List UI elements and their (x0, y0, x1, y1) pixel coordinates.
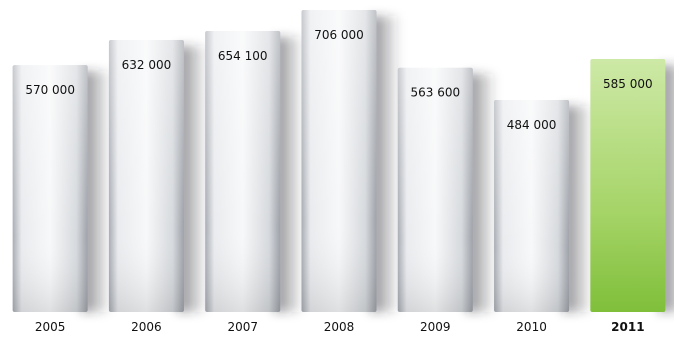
category-label-2011: 2011 (611, 320, 644, 334)
value-labels-layer: 570 000 632 000 654 100 706 000 563 600 484 0… (25, 28, 652, 132)
bar-sheen-2010 (494, 100, 570, 312)
category-label-2008: 2008 (324, 320, 355, 334)
bar-sheen-2009 (397, 67, 473, 312)
category-label-2006: 2006 (131, 320, 162, 334)
category-label-2007: 2007 (227, 320, 258, 334)
bar-sheen-2007 (205, 31, 281, 313)
category-label-2005: 2005 (35, 320, 66, 334)
bar-sheen-2006 (108, 40, 184, 312)
value-label-2010: 484 000 (507, 118, 557, 132)
value-label-2011: 585 000 (603, 77, 653, 91)
category-labels-layer: 2005 2006 2007 2008 2009 2010 2011 (35, 320, 645, 334)
value-label-2009: 563 600 (410, 86, 460, 100)
value-label-2008: 706 000 (314, 28, 364, 42)
bar-2011 (590, 59, 666, 313)
bar-sheen-2008 (301, 10, 377, 312)
value-label-2005: 570 000 (25, 83, 75, 97)
value-label-2006: 632 000 (122, 58, 172, 72)
value-label-2007: 654 100 (218, 49, 268, 63)
bar-sheen-2005 (12, 65, 88, 312)
category-label-2010: 2010 (516, 320, 547, 334)
category-label-2009: 2009 (420, 320, 451, 334)
bars-layer (12, 10, 674, 313)
